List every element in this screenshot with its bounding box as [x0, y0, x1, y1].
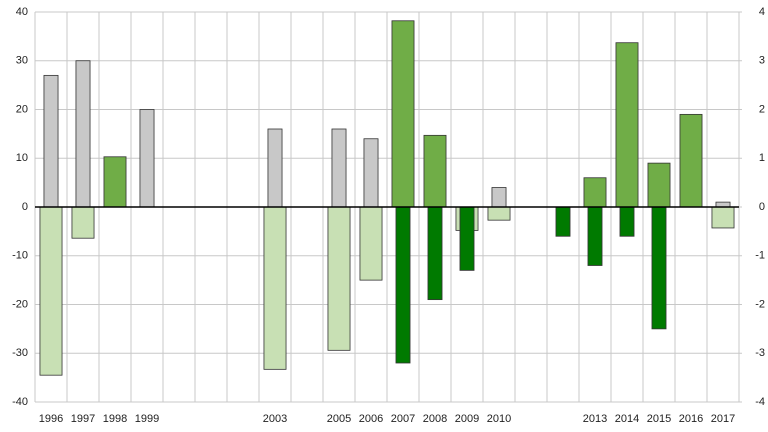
x-tick-label: 2014: [615, 413, 639, 425]
x-tick-label: 2017: [711, 413, 735, 425]
bar: [363, 138, 379, 208]
y-tick-label: 30: [16, 55, 28, 67]
bar: [391, 20, 415, 208]
y-tick-label: 20: [16, 103, 28, 115]
bar: [263, 206, 287, 370]
bar: [459, 206, 475, 271]
y-tick-label: 0: [22, 201, 28, 213]
y-tick-label: 40: [16, 6, 28, 18]
x-tick-label: 2007: [391, 413, 415, 425]
y2-tick-label: 1: [759, 152, 765, 164]
bar: [555, 206, 571, 237]
y2-tick-label: 0: [759, 201, 765, 213]
y-tick-label: -10: [12, 250, 28, 262]
bar: [43, 74, 59, 208]
bar: [587, 206, 603, 266]
bar: [679, 113, 703, 208]
bar: [359, 206, 383, 281]
bar: [75, 60, 91, 208]
y-tick-label: 10: [16, 152, 28, 164]
x-tick-label: 2009: [455, 413, 479, 425]
y2-tick-label: -3: [755, 347, 765, 359]
bar: [331, 128, 347, 208]
bar: [651, 206, 667, 330]
x-tick-label: 2016: [679, 413, 703, 425]
x-tick-label: 2013: [583, 413, 607, 425]
y2-tick-label: -1: [755, 250, 765, 262]
y2-tick-label: 4: [759, 6, 765, 18]
bar: [491, 187, 507, 208]
x-tick-label: 1999: [135, 413, 159, 425]
x-tick-label: 2015: [647, 413, 671, 425]
x-tick-label: 2008: [423, 413, 447, 425]
x-tick-label: 2005: [327, 413, 351, 425]
bar: [583, 177, 607, 208]
bar: [615, 42, 639, 208]
bar: [103, 156, 127, 208]
bar: [267, 128, 283, 208]
x-tick-label: 2003: [263, 413, 287, 425]
bar: [619, 206, 635, 237]
x-tick-label: 1998: [103, 413, 127, 425]
y2-tick-label: 3: [759, 55, 765, 67]
bar: [427, 206, 443, 301]
x-tick-label: 1997: [71, 413, 95, 425]
x-tick-label: 1996: [39, 413, 63, 425]
bar: [423, 134, 447, 208]
x-tick-label: 2010: [487, 413, 511, 425]
bar: [647, 162, 671, 208]
bar: [39, 206, 63, 376]
bar: [139, 109, 155, 208]
x-tick-label: 2006: [359, 413, 383, 425]
bar: [711, 206, 735, 229]
y2-tick-label: 2: [759, 103, 765, 115]
bar: [487, 206, 511, 221]
y-tick-label: -40: [12, 396, 28, 408]
y-tick-label: -30: [12, 347, 28, 359]
bar: [327, 206, 351, 351]
bar: [395, 206, 411, 364]
bar: [71, 206, 95, 239]
y2-tick-label: -4: [755, 396, 765, 408]
y-tick-label: -20: [12, 298, 28, 310]
y2-tick-label: -2: [755, 298, 765, 310]
